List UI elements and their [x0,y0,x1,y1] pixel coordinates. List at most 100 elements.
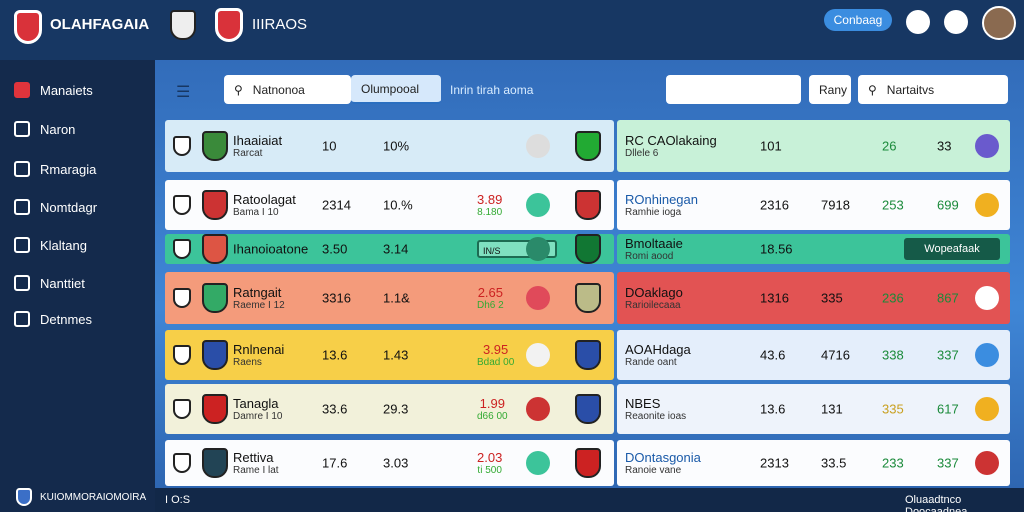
stat-d: 33 [937,138,952,154]
team-cell: Bmoltaaie Romi aood [625,236,683,262]
team-crest [202,448,228,478]
team-sub: Damre I 10 [233,411,283,422]
stat-b: 335 [821,290,843,306]
logo [14,10,42,44]
team-cell: AOAHdaga Rande oant [625,342,691,368]
rank-button[interactable]: Rany [809,75,851,104]
stat-b: 3.14 [383,241,409,257]
team-crest [173,239,191,259]
sidebar-item[interactable]: Manaiets [14,78,149,102]
search-text: Natnonoa [252,82,305,97]
sidebar-item[interactable]: Naron [14,117,149,141]
team-crest [173,453,191,473]
stat-a: 3316 [322,290,351,306]
table-row[interactable]: ROnhinegan Ramhie ioga 2316 7918 253 699 [617,180,1010,230]
table-row[interactable]: Rnlnenai Raens 13.6 1.43 3.95 Bdad 00 [165,330,614,380]
table-row[interactable]: RC CAOlakaing Dllele 6 101 26 33 [617,120,1010,172]
team-sub: Rame I lat [233,465,279,476]
side-icon [14,237,30,253]
team-crest [173,136,191,156]
tab[interactable]: Olumpooal [351,75,441,104]
table-row[interactable]: Tanagla Damre I 10 33.6 29.3 1.99 d66 00 [165,384,614,434]
sidebar-item[interactable]: Rmaragia [14,157,149,181]
search-box[interactable]: ⚲ Natnonoa [224,75,351,104]
team-sub: Dllele 6 [625,148,659,159]
menu-icon[interactable]: ☰ [176,84,191,101]
team-cell: Ratoolagat Bama I 10 [233,192,296,218]
table-row[interactable]: NBES Reaonite ioas 13.6 131 335 617 [617,384,1010,434]
odds-cell: 2.65 Dh6 2 [477,285,504,311]
header: OLAHFAGAIA IIIRAOS Conbaag [0,0,1024,60]
badge [526,286,550,310]
badge [975,193,999,217]
team-name: DOntasgonia [625,450,701,465]
team-crest [173,345,191,365]
filter-box[interactable]: ⚲ Nartaitvs [858,75,1008,104]
team-sub: Rande oant [625,357,677,368]
notification[interactable] [906,10,930,34]
dropdown[interactable] [666,75,801,104]
stat-d: 617 [937,401,959,417]
team-cell: Rettiva Rame I lat [233,450,279,476]
stat-a: 18.56 [760,241,793,257]
team-crest [173,195,191,215]
team-name: Rnlnenai [233,342,285,357]
status-bar: I O:S Oluaadtnco Doocaadnea [155,488,1024,512]
team-crest [575,340,601,370]
badge [975,134,999,158]
stat-b: 10.% [383,197,413,213]
table-row[interactable]: Ihaaiaiat Rarcat 10 10% [165,120,614,172]
team-crest [202,394,228,424]
nav-link[interactable]: IIIRAOS [252,16,308,33]
table-row[interactable]: Ratoolagat Bama I 10 2314 10.% 3.89 8.180 [165,180,614,230]
sidebar-item[interactable]: Klaltang [14,233,149,257]
table-row[interactable]: Ratngait Raeme I 12 3316 1.1& 2.65 Dh6 2 [165,272,614,324]
team-name: Ihaaiaiat [233,133,283,148]
stat-c: 236 [882,290,904,306]
odds: 2.65 [477,285,503,300]
sidebar-item[interactable]: Nanttiet [14,271,149,295]
sidebar-footer: KUIOMMORAIOMOIRA [16,488,146,506]
team-name: Ratoolagat [233,192,296,207]
table-row[interactable]: AOAHdaga Rande oant 43.6 4716 338 337 [617,330,1010,380]
badge [526,193,550,217]
odds-cell: 1.99 d66 00 [477,396,508,422]
team-cell: NBES Reaonite ioas [625,396,686,422]
table-row[interactable]: DOaklago Rarioilecaaa 1316 335 236 867 [617,272,1010,324]
odds: 3.95 [482,342,509,357]
side-icon [14,311,30,327]
table-row[interactable]: DOntasgonia Ranoie vane 2313 33.5 233 337 [617,440,1010,486]
team-cell: Tanagla Damre I 10 [233,396,282,422]
badge [975,451,999,475]
avatar[interactable] [982,6,1016,40]
stat-a: 2316 [760,197,789,213]
table-row[interactable]: Rettiva Rame I lat 17.6 3.03 2.03 ti 500 [165,440,614,486]
filter-text: Nartaitvs [886,82,935,97]
stat-a: 1316 [760,290,789,306]
sidebar-item[interactable]: Detnmes [14,307,149,331]
team-cell: Ihanoioatone [233,242,308,257]
odds-cell: 3.95 Bdad 00 [477,342,514,368]
stat-b: 3.03 [383,455,409,471]
footer-logo [16,488,32,506]
notification[interactable] [944,10,968,34]
side-label: Detnmes [40,311,93,327]
header-button[interactable]: Conbaag [824,9,892,31]
team-sub: Ranoie vane [625,465,682,476]
brand: OLAHFAGAIA [50,16,150,33]
odds: 1.99 [479,396,505,411]
table-row[interactable]: Bmoltaaie Romi aood 18.56 Wopeafaak [617,234,1010,264]
team-cell: Ihaaiaiat Rarcat [233,133,282,159]
table-row[interactable]: Ihanoioatone 3.50 3.14 IN/S [165,234,614,264]
stat-a: 10 [322,138,337,154]
sidebar-item[interactable]: Nomtdagr [14,195,149,219]
stat-c: 338 [882,347,904,363]
team-name: Rettiva [233,450,274,465]
action-button[interactable]: Wopeafaak [904,238,1000,260]
side-icon [14,82,30,98]
stat-a: 17.6 [322,455,348,471]
side-icon [14,275,30,291]
stat-c: 335 [882,401,904,417]
crest [170,10,196,40]
badge [526,134,550,158]
